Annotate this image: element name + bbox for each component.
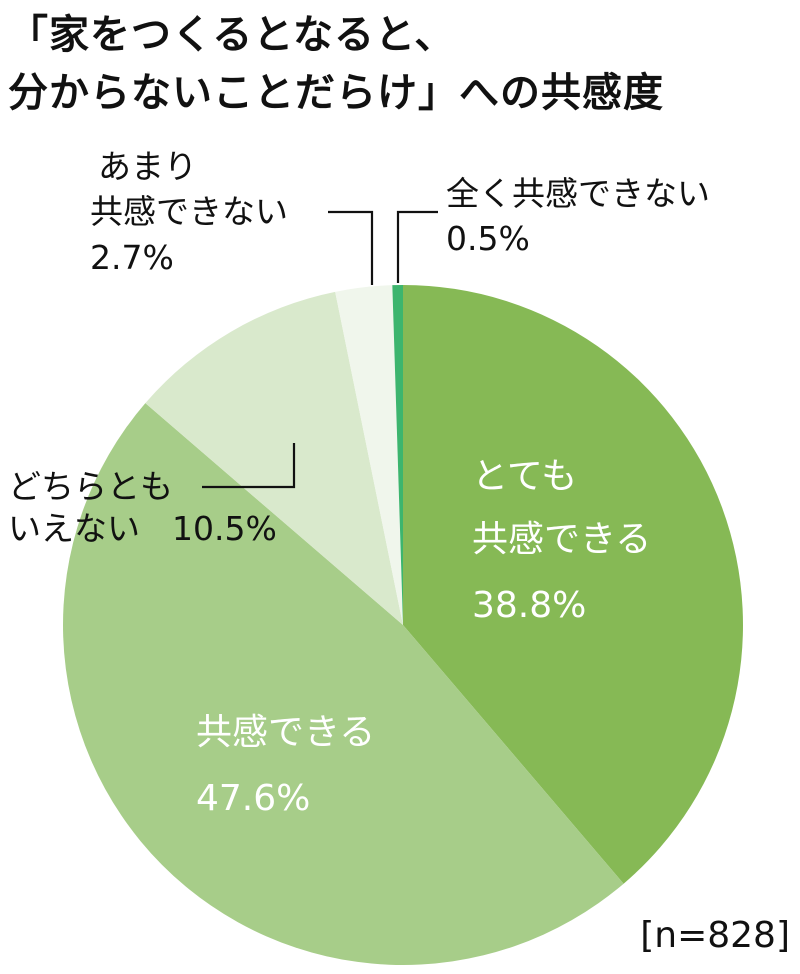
slice-value-agree: 47.6% <box>196 778 310 819</box>
slice-label-neutral-line-1: どちらとも <box>8 467 173 506</box>
slice-label-very-agree-line-2: 共感できる <box>472 519 651 560</box>
sample-size-label: [n=828] <box>640 915 790 956</box>
leader-line-neutral <box>202 443 296 489</box>
slice-label-very-agree: とても 共感できる 38.8% <box>472 456 651 626</box>
slice-label-neutral: どちらとも いえない 10.5% <box>8 443 296 548</box>
pie-slice-neutral <box>145 291 403 625</box>
pie-slice-none <box>392 285 403 625</box>
slice-label-little-line-1: あまり <box>98 147 197 186</box>
pie-slice-very-agree <box>403 285 743 884</box>
pie-slice-little <box>335 285 403 625</box>
slice-label-very-agree-line-1: とても <box>472 456 577 497</box>
slice-value-very-agree: 38.8% <box>472 585 586 626</box>
slice-label-none: 全く共感できない 0.5% <box>396 174 710 283</box>
leader-line-none <box>396 210 438 283</box>
slice-label-little: あまり 共感できない 2.7% <box>90 147 374 285</box>
leader-line-little <box>328 210 374 285</box>
slice-label-agree-line-1: 共感できる <box>196 712 375 753</box>
slice-value-none: 0.5% <box>446 219 530 258</box>
chart-title: 「家をつくるとなると、 分からないことだらけ」への共感度 <box>8 6 664 122</box>
pie-slices <box>63 285 743 965</box>
slice-value-little: 2.7% <box>90 238 174 277</box>
slice-label-none-line-1: 全く共感できない <box>446 174 710 213</box>
slice-label-neutral-line-2: いえない <box>8 509 140 548</box>
chart-title-line-1: 「家をつくるとなると、 <box>8 12 456 58</box>
slice-label-agree: 共感できる 47.6% <box>196 712 375 819</box>
slice-value-neutral: 10.5% <box>172 509 277 548</box>
chart-title-line-2: 分からないことだらけ」への共感度 <box>8 70 664 116</box>
slice-label-little-line-2: 共感できない <box>90 192 288 231</box>
pie-slice-agree <box>63 403 624 965</box>
